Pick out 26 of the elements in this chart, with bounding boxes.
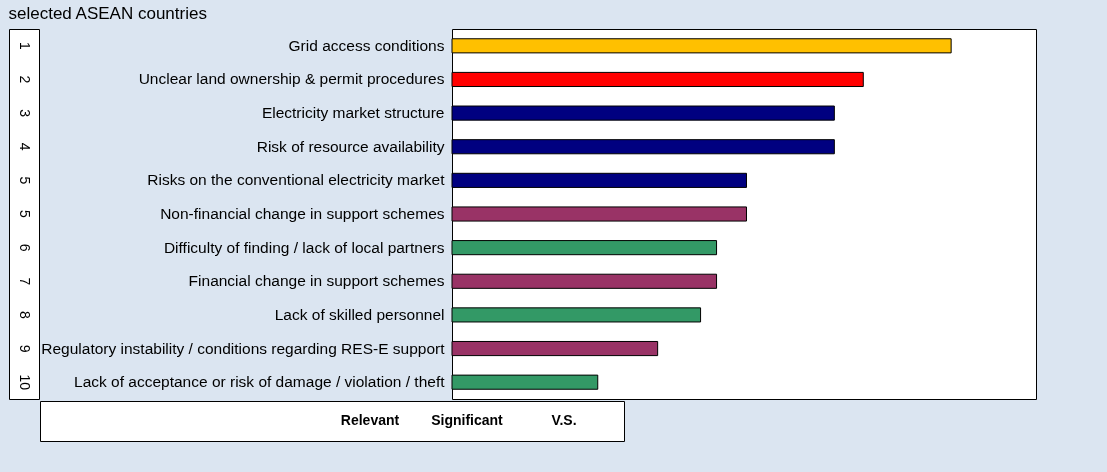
y-tick-label: Electricity market structure	[261, 104, 445, 122]
text: Significant	[431, 412, 504, 428]
y-tick-label: Unclear land ownership & permit procedures	[138, 70, 445, 88]
text: Relevant	[340, 412, 400, 428]
y-tick-label: Non-financial change in support schemes	[160, 205, 445, 222]
y-tick-label: Risk of resource availability	[256, 137, 445, 155]
text: V.S.	[551, 412, 577, 428]
text: 8	[17, 311, 33, 320]
y-tick-label: Difficulty of finding / lack of local partners	[163, 238, 445, 256]
text: 1	[17, 41, 33, 50]
text: 10	[17, 374, 33, 391]
y-tick-label: Risks on the conventional electricity market	[147, 171, 446, 189]
y-tick-label: Financial change in support schemes	[188, 272, 445, 290]
text: selected ASEAN countries	[8, 3, 207, 23]
y-tick-label: Regulatory instability / conditions regarding RES-E support	[41, 339, 446, 357]
text: 2	[17, 75, 33, 84]
y-tick-label: Lack of acceptance or risk of damage / violation / theft	[74, 373, 446, 391]
text: 6	[17, 243, 33, 252]
y-tick-label: Lack of skilled personnel	[274, 305, 445, 323]
y-tick-label: Grid access conditions	[288, 36, 445, 54]
text: 5	[17, 210, 33, 219]
text: 5	[17, 176, 33, 185]
text: 7	[17, 277, 33, 286]
text: 4	[17, 142, 33, 151]
text: 3	[17, 109, 33, 118]
text: 9	[17, 344, 33, 353]
